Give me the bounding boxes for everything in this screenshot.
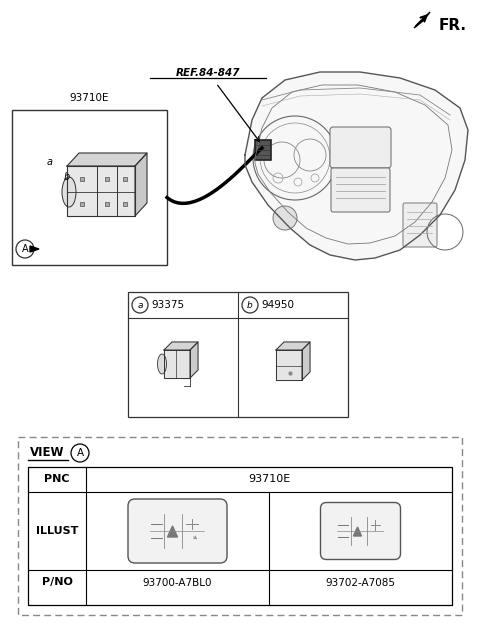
Text: ILLUST: ILLUST [36, 526, 78, 536]
Polygon shape [164, 350, 190, 378]
Text: 93710E: 93710E [70, 93, 109, 103]
Ellipse shape [62, 177, 76, 207]
FancyBboxPatch shape [28, 467, 452, 605]
FancyBboxPatch shape [330, 127, 391, 168]
Text: 93700-A7BL0: 93700-A7BL0 [143, 578, 212, 587]
Polygon shape [164, 342, 198, 350]
Polygon shape [67, 153, 147, 166]
FancyBboxPatch shape [128, 292, 348, 417]
Polygon shape [30, 246, 39, 252]
Text: 94950: 94950 [262, 300, 295, 310]
Ellipse shape [157, 354, 167, 374]
Text: A: A [76, 448, 84, 458]
Text: FR.: FR. [439, 18, 467, 33]
Text: a: a [137, 300, 143, 310]
Polygon shape [276, 342, 310, 350]
Circle shape [273, 206, 297, 230]
FancyBboxPatch shape [128, 499, 227, 563]
FancyBboxPatch shape [255, 140, 271, 160]
Polygon shape [168, 526, 178, 537]
Polygon shape [276, 350, 302, 380]
Polygon shape [353, 527, 361, 536]
Text: P/NO: P/NO [42, 578, 72, 587]
Text: b: b [64, 172, 70, 182]
Text: b: b [247, 300, 253, 310]
Text: PNC: PNC [44, 475, 70, 485]
Text: VIEW: VIEW [30, 447, 64, 460]
FancyBboxPatch shape [321, 503, 400, 559]
Text: 93702-A7085: 93702-A7085 [325, 578, 396, 587]
Polygon shape [135, 153, 147, 216]
Text: 93710E: 93710E [248, 475, 290, 485]
Polygon shape [414, 12, 430, 28]
FancyBboxPatch shape [331, 168, 390, 212]
Text: a: a [47, 157, 53, 167]
Polygon shape [190, 342, 198, 378]
Text: REF.84-847: REF.84-847 [176, 68, 240, 78]
Text: A: A [22, 244, 28, 254]
FancyBboxPatch shape [12, 110, 167, 265]
Polygon shape [302, 342, 310, 380]
Text: 93375: 93375 [151, 300, 185, 310]
Polygon shape [67, 166, 135, 216]
FancyBboxPatch shape [403, 203, 437, 247]
FancyBboxPatch shape [18, 437, 462, 615]
Polygon shape [245, 72, 468, 260]
